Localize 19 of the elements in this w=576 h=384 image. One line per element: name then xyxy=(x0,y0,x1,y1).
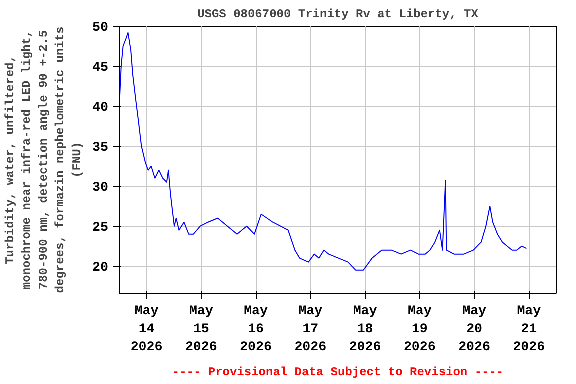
y-axis-title: Turbidity, water, unfiltered, monochrome near infra-red LED light, 780-900 nm, detection angle 90 +-2.5 degrees, formazin nephelometric units (FNU) xyxy=(3,26,85,294)
y-tick-label: 30 xyxy=(92,180,109,196)
y-tick-label: 25 xyxy=(92,220,109,236)
text: ---- Provisional Data Subject to Revision ---- xyxy=(172,366,504,380)
chart-title: USGS 08067000 Trinity Rv at Liberty, TX xyxy=(198,8,480,22)
x-tick-label: May 21 2026 xyxy=(513,304,546,356)
x-tick-label: May 16 2026 xyxy=(240,304,272,356)
line-series xyxy=(120,32,528,271)
x-tick-label: May 15 2026 xyxy=(185,304,218,356)
x-tick-label: May 18 2026 xyxy=(349,304,382,356)
x-tick-label: May 19 2026 xyxy=(404,304,436,356)
y-tick-label: 35 xyxy=(92,140,109,156)
x-tick-label: May 20 2026 xyxy=(458,304,491,356)
y-tick-label: 20 xyxy=(92,260,109,276)
y-tick-label: 40 xyxy=(92,100,109,116)
y-tick-label: 50 xyxy=(92,21,109,36)
y-tick-label: 45 xyxy=(92,60,109,76)
x-tick-label: May 14 2026 xyxy=(130,304,163,356)
x-tick-label: May 17 2026 xyxy=(294,304,327,356)
